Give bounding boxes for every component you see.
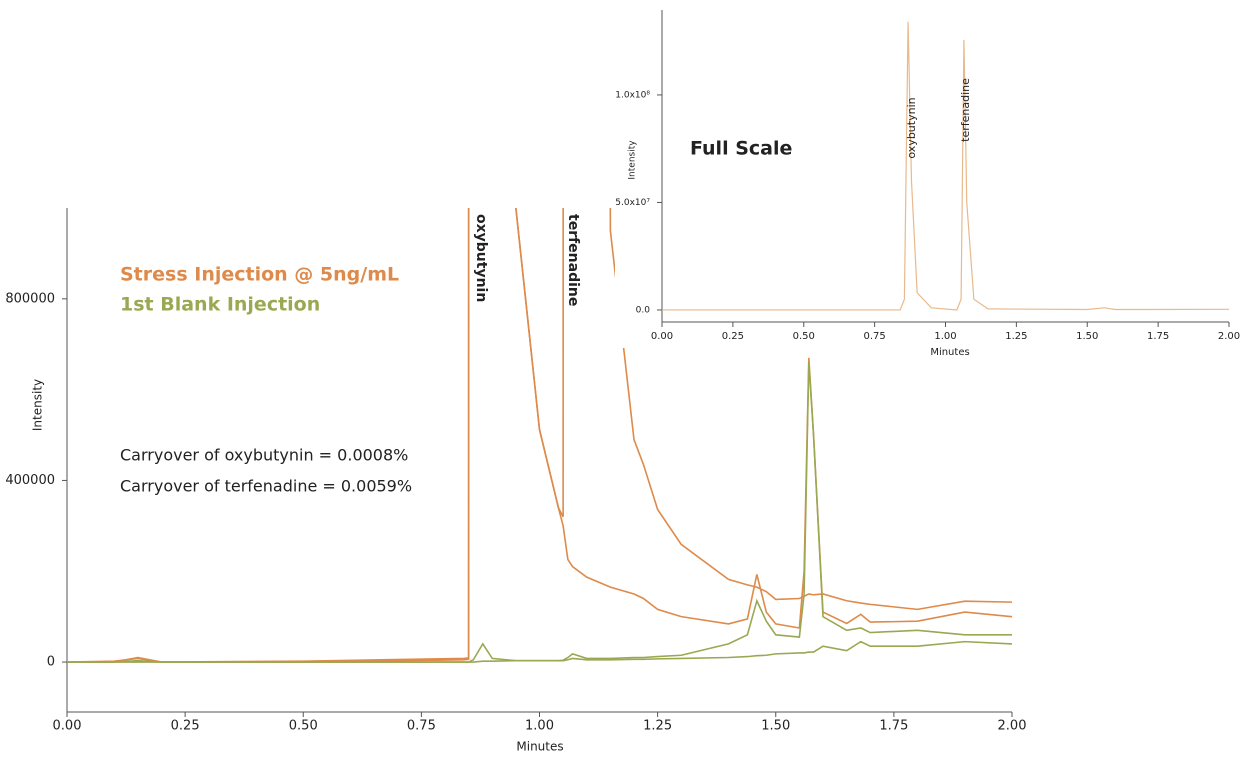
y-tick-label: 5.0x10⁷	[615, 198, 650, 208]
x-tick-label: 1.25	[643, 719, 672, 734]
carryover-note: Carryover of oxybutynin = 0.0008%	[120, 446, 408, 465]
x-tick-label: 1.75	[1147, 331, 1169, 342]
x-tick-label: 1.50	[1076, 331, 1098, 342]
x-tick-label: 2.00	[1218, 331, 1240, 342]
x-axis-label: Minutes	[930, 347, 969, 358]
legend-entry: Stress Injection @ 5ng/mL	[120, 264, 399, 286]
y-tick-label: 0.0	[636, 305, 651, 315]
carryover-note: Carryover of terfenadine = 0.0059%	[120, 477, 412, 496]
x-tick-label: 2.00	[998, 719, 1027, 734]
y-axis-label: Intensity	[31, 379, 45, 431]
x-tick-label: 0.00	[53, 719, 82, 734]
x-tick-label: 1.75	[879, 719, 908, 734]
inset-title: Full Scale	[690, 138, 792, 160]
x-tick-label: 0.25	[722, 331, 744, 342]
y-tick-label: 0	[47, 655, 55, 670]
series-line	[67, 362, 1012, 663]
legend-entry: 1st Blank Injection	[120, 294, 320, 316]
inset-background	[615, 0, 1248, 348]
y-tick-label: 1.0x10⁸	[615, 90, 650, 100]
peak-label: oxybutynin	[905, 97, 918, 158]
x-tick-label: 0.50	[793, 331, 815, 342]
x-tick-label: 0.75	[863, 331, 885, 342]
main-chart: 0.00 0.25 0.50 0.75 1.00 1.25 1.50 1.75 2.00 0 400…	[5, 208, 1027, 734]
series-line	[662, 21, 1229, 311]
x-tick-label: 1.00	[525, 719, 554, 734]
x-tick-label: 0.50	[289, 719, 318, 734]
x-tick-label: 0.75	[407, 719, 436, 734]
x-tick-label: 1.50	[761, 719, 790, 734]
series-line	[67, 640, 1012, 663]
x-tick-label: 1.00	[934, 331, 956, 342]
x-tick-label: 0.25	[171, 719, 200, 734]
x-tick-label: 1.25	[1005, 331, 1027, 342]
y-axis-label: Intensity	[628, 140, 638, 180]
inset-chart: 0.00 0.25 0.50 0.75 1.00 1.25 1.50 1.75 2.00 0.0 5…	[615, 10, 1240, 342]
y-tick-label: 800000	[5, 291, 55, 306]
x-axis-label: Minutes	[516, 740, 563, 754]
peak-label: terfenadine	[565, 214, 581, 306]
x-tick-label: 0.00	[651, 331, 673, 342]
peak-label: terfenadine	[959, 78, 972, 142]
y-tick-label: 400000	[5, 473, 55, 488]
peak-label: oxybutynin	[473, 214, 489, 302]
